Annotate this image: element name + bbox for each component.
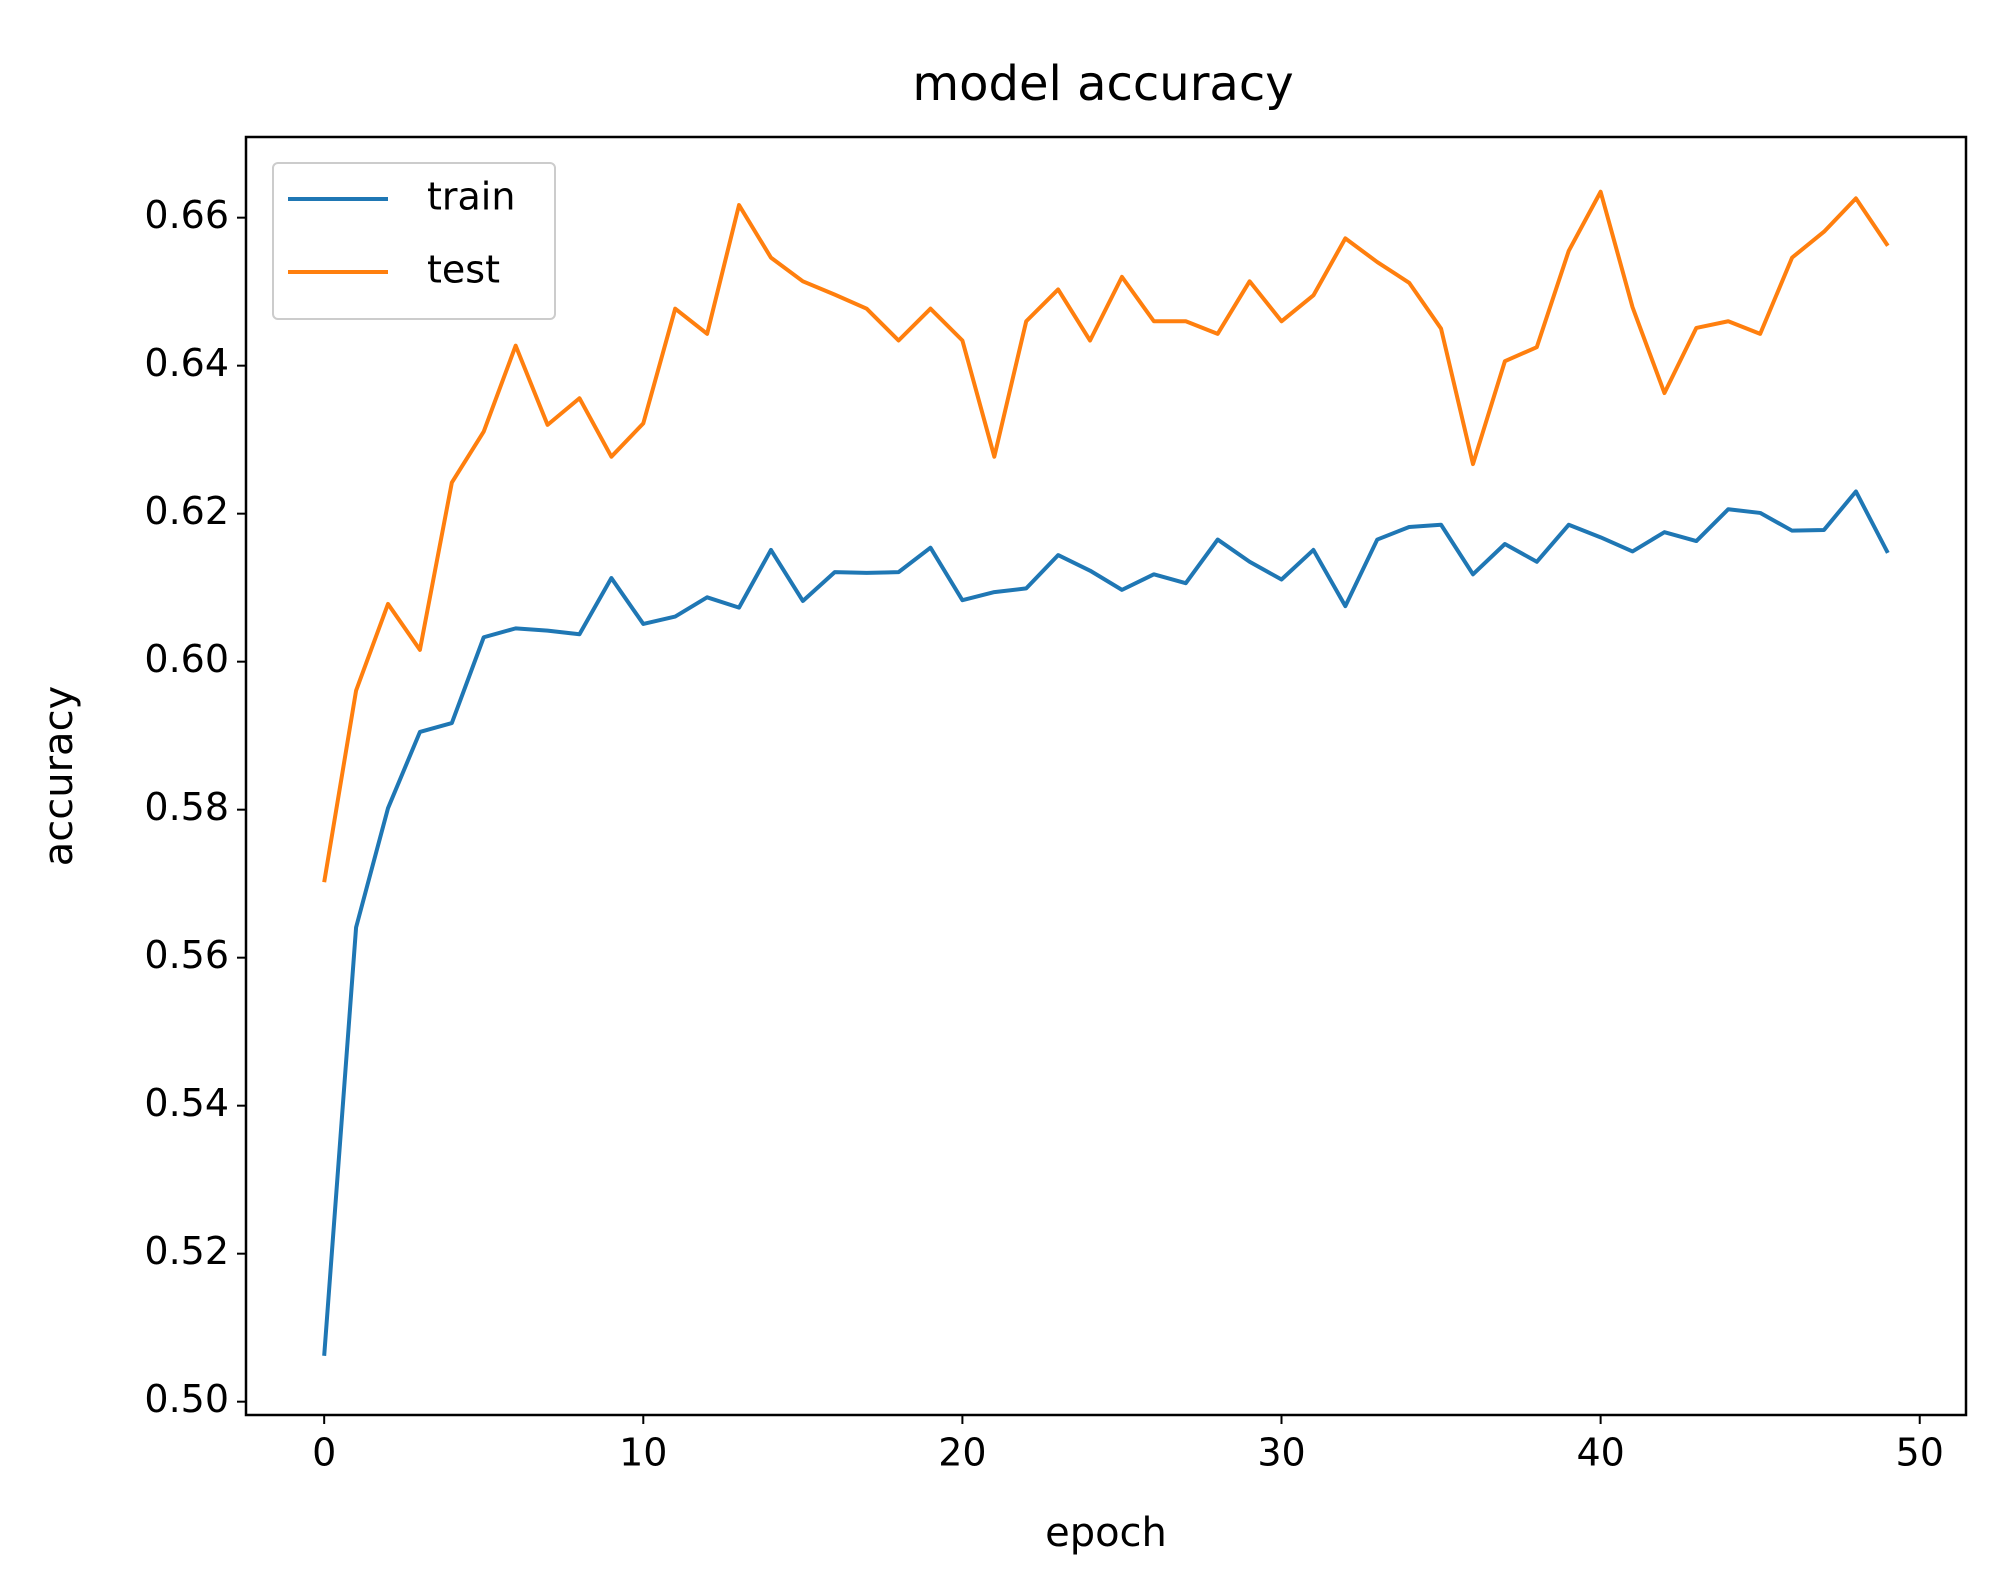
- x-tick-label: 30: [1257, 1431, 1305, 1475]
- y-tick-label: 0.66: [144, 193, 229, 237]
- y-tick-label: 0.52: [144, 1229, 229, 1273]
- x-tick-label: 50: [1896, 1431, 1944, 1475]
- x-tick-label: 20: [938, 1431, 986, 1475]
- x-axis-label: epoch: [1045, 1510, 1167, 1556]
- y-tick-label: 0.58: [144, 785, 229, 829]
- chart-title: model accuracy: [912, 56, 1293, 112]
- x-tick-label: 10: [619, 1431, 667, 1475]
- y-tick-label: 0.62: [144, 489, 229, 533]
- y-tick-label: 0.56: [144, 933, 229, 977]
- x-tick-label: 40: [1576, 1431, 1624, 1475]
- x-tick-label: 0: [312, 1431, 336, 1475]
- legend-box: [272, 162, 556, 320]
- plot-frame: [244, 135, 1968, 1417]
- y-tick-label: 0.50: [144, 1377, 229, 1421]
- y-tick-label: 0.60: [144, 637, 229, 681]
- y-tick-label: 0.64: [144, 341, 229, 385]
- legend-label: test: [427, 248, 500, 292]
- legend-label: train: [427, 175, 515, 219]
- data-line: [322, 489, 1890, 1356]
- y-axis-label: accuracy: [36, 686, 82, 866]
- y-tick-label: 0.54: [144, 1081, 229, 1125]
- data-line: [322, 189, 1890, 883]
